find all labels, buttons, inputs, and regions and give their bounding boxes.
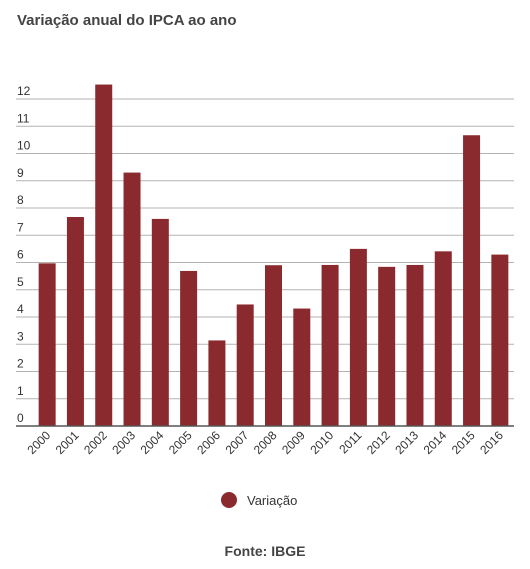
x-tick-label: 2003	[109, 428, 138, 457]
bar-2012	[378, 266, 396, 426]
x-tick-label: 2002	[81, 428, 110, 457]
bar-2013	[406, 264, 424, 426]
x-tick-label: 2013	[392, 428, 421, 457]
x-tick-label: 2014	[421, 428, 450, 457]
bar-2016	[491, 254, 509, 426]
y-tick-label: 10	[17, 139, 31, 153]
x-tick-label: 2015	[449, 428, 478, 457]
bars	[38, 84, 509, 427]
y-tick-label: 6	[17, 248, 24, 262]
bar-2005	[180, 270, 198, 426]
bar-2014	[434, 251, 452, 426]
x-tick-label: 2000	[24, 428, 53, 457]
y-tick-label: 2	[17, 357, 24, 371]
x-tick-label: 2007	[223, 428, 252, 457]
bar-2007	[236, 304, 254, 426]
bar-2003	[123, 172, 141, 426]
x-tick-label: 2006	[194, 428, 223, 457]
y-tick-label: 11	[17, 111, 30, 125]
y-tick-label: 1	[17, 384, 24, 398]
source-note: Fonte: IBGE	[224, 543, 306, 559]
y-tick-label: 0	[17, 411, 24, 425]
y-tick-label: 4	[17, 302, 24, 316]
legend[interactable]: Variação	[221, 492, 297, 508]
x-tick-label: 2010	[307, 428, 336, 457]
bar-2000	[38, 263, 56, 426]
chart-title: Variação anual do IPCA ao ano	[17, 12, 237, 29]
y-tick-label: 3	[17, 329, 24, 343]
x-tick-label: 2004	[138, 428, 167, 457]
x-tick-label: 2016	[477, 428, 506, 457]
bar-2004	[151, 218, 169, 426]
y-tick-label: 8	[17, 193, 24, 207]
bar-2006	[208, 340, 226, 426]
legend-label: Variação	[247, 492, 298, 508]
x-tick-labels: 2000 2001 2002 2003 2004 2005 2006 2007 2008 2009…	[24, 428, 506, 457]
x-tick-label: 2001	[53, 428, 82, 457]
x-tick-label: 2009	[279, 428, 308, 457]
bar-2011	[349, 248, 367, 426]
bar-2008	[265, 265, 282, 426]
x-tick-label: 2011	[336, 428, 364, 456]
bar-2010	[321, 264, 339, 426]
x-tick-label: 2012	[364, 428, 393, 457]
x-tick-label: 2008	[251, 428, 280, 457]
y-tick-label: 5	[17, 275, 24, 289]
bar-2002	[95, 84, 113, 427]
x-tick-label: 2005	[166, 428, 195, 457]
legend-swatch	[221, 492, 237, 508]
y-tick-label: 12	[17, 84, 31, 98]
bar-2009	[293, 308, 311, 426]
y-tick-label: 9	[17, 166, 24, 180]
y-tick-label: 7	[17, 220, 24, 234]
bar-2015	[463, 135, 481, 426]
bar-2001	[66, 216, 84, 426]
